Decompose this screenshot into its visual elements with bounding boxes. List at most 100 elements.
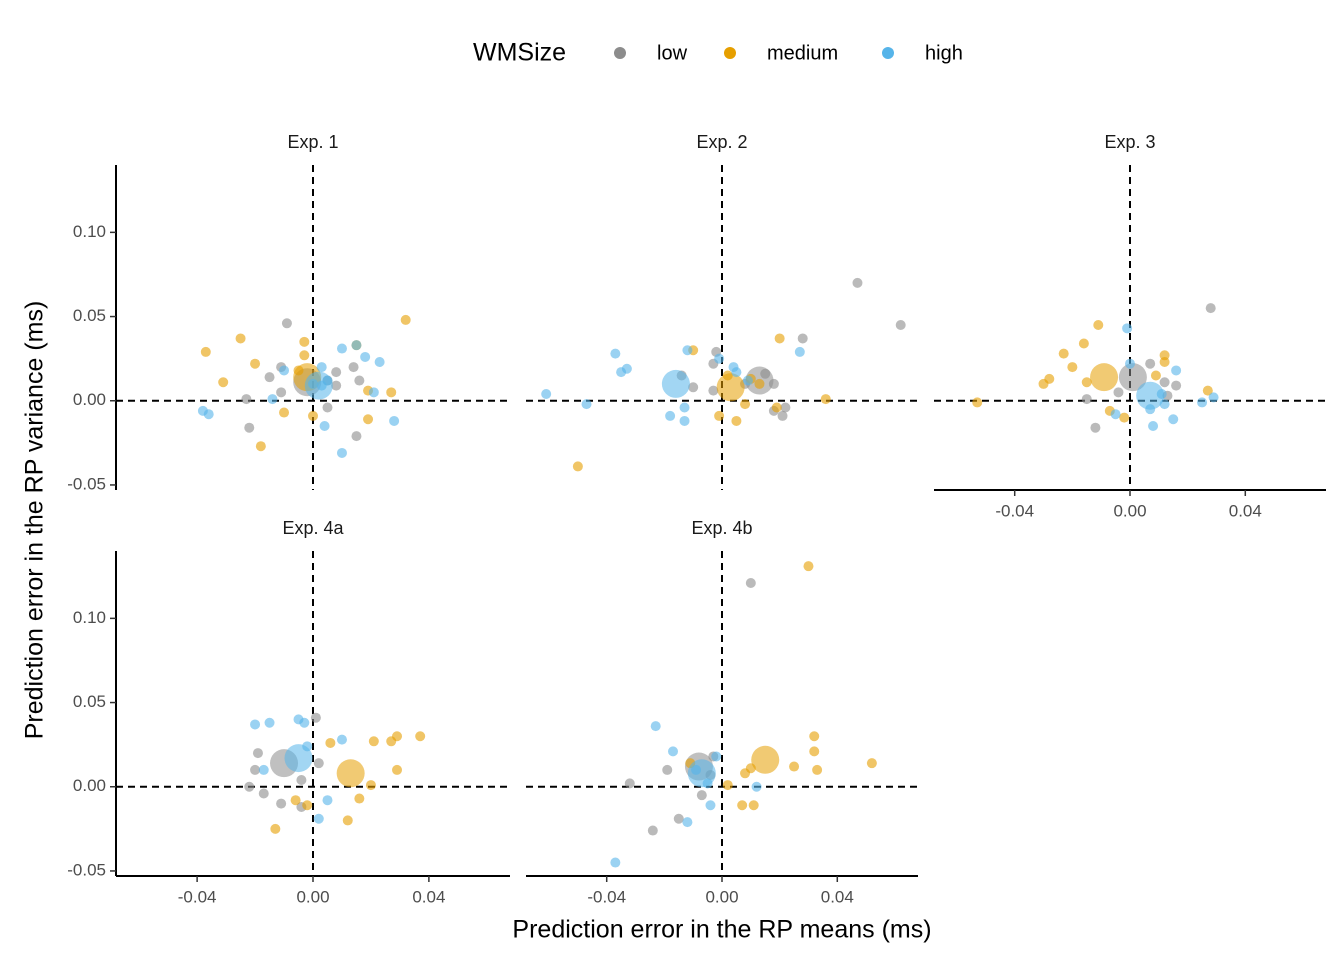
point (386, 387, 397, 398)
point (264, 717, 275, 728)
mean-point (687, 759, 716, 788)
y-tick-label: 0.05 (73, 692, 106, 711)
point (363, 414, 374, 425)
mean-point (336, 759, 365, 788)
point (299, 350, 310, 361)
point (374, 357, 385, 368)
x-tick-label: 0.00 (296, 887, 329, 906)
point (820, 394, 831, 405)
point (244, 781, 255, 792)
y-tick-label: -0.05 (67, 860, 106, 879)
point (682, 817, 693, 828)
point (360, 351, 371, 362)
point (1122, 323, 1133, 334)
point (235, 333, 246, 344)
point (342, 815, 353, 826)
point (258, 788, 269, 799)
point (711, 751, 722, 762)
point (714, 410, 725, 421)
point (682, 345, 693, 356)
mean-point (661, 369, 690, 398)
point (541, 389, 552, 400)
point (789, 761, 800, 772)
point (250, 764, 261, 775)
point (1197, 397, 1208, 408)
point (325, 737, 336, 748)
point (895, 319, 906, 330)
point (1168, 414, 1179, 425)
point (745, 577, 756, 588)
point (336, 734, 347, 745)
point (290, 795, 301, 806)
point (740, 399, 751, 410)
x-tick-label: 0.00 (1113, 501, 1146, 520)
point (610, 857, 621, 868)
point (1125, 358, 1135, 369)
point (581, 399, 592, 410)
x-tick-label: 0.04 (412, 887, 445, 906)
x-tick-label: -0.04 (587, 887, 626, 906)
point (252, 748, 263, 759)
point (665, 410, 676, 421)
y-tick-label: 0.00 (73, 776, 106, 795)
point (218, 377, 229, 388)
point (1093, 319, 1104, 330)
point (1202, 385, 1213, 396)
point (797, 333, 808, 344)
point (1171, 380, 1182, 391)
point (777, 410, 788, 421)
point (1067, 362, 1078, 373)
mean-point (304, 371, 333, 400)
point (299, 717, 310, 728)
point (1078, 338, 1089, 349)
point (708, 385, 719, 396)
point (241, 394, 252, 405)
point (258, 764, 269, 775)
point (754, 378, 765, 389)
point (255, 441, 266, 452)
point (354, 375, 365, 386)
point (279, 365, 290, 376)
point (392, 731, 403, 742)
point (203, 409, 214, 420)
x-tick-label: 0.04 (1229, 501, 1262, 520)
legend-label: high (925, 42, 963, 64)
point (1081, 394, 1092, 405)
point (368, 736, 379, 747)
point (313, 813, 324, 824)
point (688, 382, 699, 393)
point (319, 421, 330, 432)
point (748, 800, 759, 811)
point (774, 333, 785, 344)
point (1110, 409, 1121, 420)
point (1058, 348, 1069, 359)
mean-point (1090, 363, 1119, 392)
mean-point (1118, 363, 1147, 392)
point (310, 712, 321, 723)
point (1208, 392, 1219, 403)
y-tick-label: 0.00 (73, 390, 106, 409)
strip-title: Exp. 4b (691, 518, 752, 538)
point (662, 764, 673, 775)
point (679, 415, 690, 426)
mean-point (716, 373, 745, 402)
point (336, 447, 347, 458)
point (351, 340, 362, 351)
point (415, 731, 426, 742)
x-tick-label: 0.00 (705, 887, 738, 906)
point (1148, 421, 1159, 432)
point (351, 431, 362, 442)
point (647, 825, 658, 836)
point (270, 823, 281, 834)
legend-marker (882, 47, 894, 59)
point (348, 362, 359, 373)
x-tick-label: -0.04 (178, 887, 217, 906)
point (267, 394, 278, 405)
point (400, 314, 411, 325)
point (1171, 365, 1182, 376)
point (368, 387, 379, 398)
point (809, 746, 820, 757)
point (803, 561, 814, 572)
point (572, 461, 583, 472)
